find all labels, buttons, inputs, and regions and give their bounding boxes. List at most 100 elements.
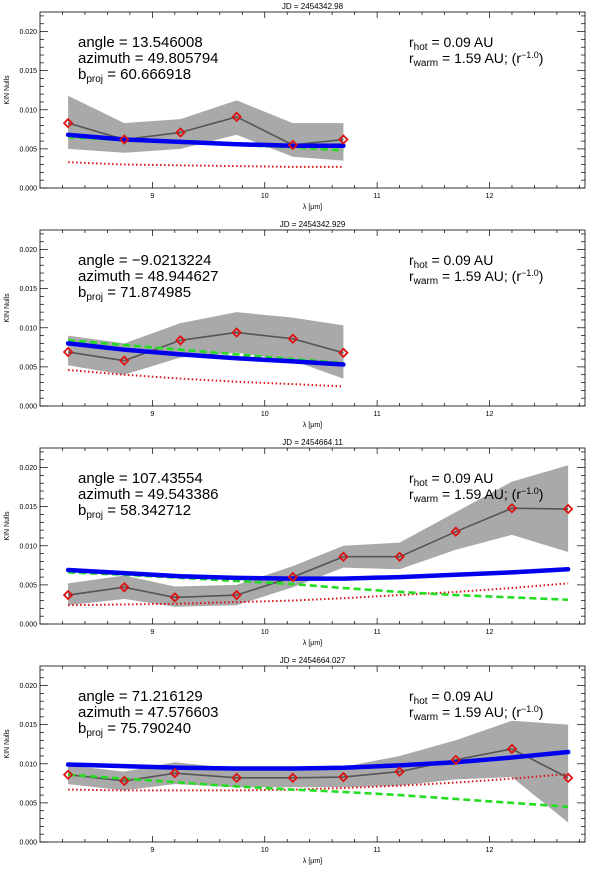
data-point-marker	[562, 772, 574, 784]
uncertainty-band	[68, 720, 569, 823]
x-tick-label: 9	[150, 411, 154, 418]
azimuth-annotation: azimuth = 48.944627	[78, 268, 219, 285]
rwarm-value: = 1.59 AU; (r	[438, 268, 521, 284]
chart-panel-1: JD = 2454342.98 9 10 11 12 0.000 0.005 0.010 0.0…	[4, 2, 586, 211]
uncertainty-band	[68, 465, 569, 607]
data-point-marker	[506, 743, 518, 755]
y-tick-label: 0.015	[19, 504, 37, 511]
measured-nulls-line	[67, 331, 344, 362]
x-tick-label: 11	[373, 847, 380, 854]
data-point-marker	[169, 767, 181, 779]
data-point-marker	[175, 335, 186, 346]
total-model-line	[65, 341, 346, 367]
rwarm-symbol: r	[409, 268, 414, 284]
x-tick-label: 9	[150, 847, 154, 854]
rwarm-annotation: rwarm = 1.59 AU; (r−1.0)	[409, 50, 543, 69]
y-tick-label: 0.000	[19, 622, 37, 629]
rwarm-exponent: −1.0	[521, 50, 539, 60]
panels: JD = 2454342.98 9 10 11 12 0.000 0.005 0.010 0.0…	[4, 2, 586, 865]
x-tick-label: 11	[373, 629, 380, 636]
data-point-marker	[338, 771, 349, 783]
data-point-marker	[394, 551, 405, 563]
data-point-marker	[450, 754, 462, 766]
total-model-line	[65, 566, 571, 581]
y-axis-label: KIN Nulls	[4, 729, 11, 759]
rwarm-value: = 1.59 AU; (r	[438, 704, 521, 720]
rwarm-symbol: r	[409, 50, 414, 66]
rhot-subscript: hot	[414, 696, 428, 707]
rwarm-close-paren: )	[539, 486, 544, 502]
y-axis-label: KIN Nulls	[4, 511, 11, 541]
rhot-value: = 0.09 AU	[428, 470, 494, 486]
bproj-subscript: proj	[86, 292, 103, 303]
y-tick-label: 0.010	[19, 107, 37, 114]
plot-frame	[39, 11, 586, 189]
rwarm-subscript: warm	[413, 712, 438, 723]
bproj-annotation: bproj = 60.666918	[78, 66, 191, 85]
rwarm-exponent: −1.0	[521, 704, 539, 714]
x-tick-label: 9	[150, 193, 154, 200]
data-point-marker	[231, 589, 242, 601]
y-tick-label: 0.010	[19, 543, 37, 550]
data-point-marker	[562, 503, 574, 515]
angle-annotation: angle = 107.43554	[78, 470, 203, 487]
angle-annotation: angle = 13.546008	[78, 34, 203, 51]
data-point-marker	[175, 127, 186, 138]
y-tick-label: 0.020	[19, 683, 37, 690]
bproj-subscript: proj	[86, 510, 103, 521]
data-point-marker	[231, 772, 242, 784]
x-tick-label: 11	[373, 411, 380, 418]
bproj-value: = 75.790240	[103, 720, 191, 737]
y-tick-label: 0.005	[19, 146, 37, 153]
measured-nulls-line	[68, 748, 569, 782]
data-point-marker	[231, 327, 242, 338]
rwarm-subscript: warm	[413, 276, 438, 287]
y-tick-label: 0.015	[19, 722, 37, 729]
bproj-annotation: bproj = 75.790240	[78, 720, 191, 739]
hot-component-line	[68, 369, 344, 388]
rhot-symbol: r	[409, 470, 414, 486]
y-tick-label: 0.000	[19, 186, 37, 193]
plot-area	[62, 720, 574, 823]
rhot-symbol: r	[409, 34, 414, 50]
x-tick-label: 10	[261, 411, 269, 418]
data-point-marker	[450, 526, 462, 537]
chart-panel-2: JD = 2454342.929 9 10 11 12 0.000 0.005 0.010 0.…	[4, 220, 586, 429]
x-tick-label: 12	[486, 411, 494, 418]
rwarm-close-paren: )	[539, 268, 544, 284]
x-axis-label: λ [μm]	[303, 204, 322, 211]
x-axis-label: λ [μm]	[303, 640, 322, 647]
total-model-line	[65, 749, 571, 771]
rhot-subscript: hot	[414, 478, 428, 489]
plot-frame	[39, 665, 586, 843]
rhot-annotation: rhot = 0.09 AU	[409, 688, 493, 707]
data-point-marker	[119, 581, 130, 593]
x-tick-label: 11	[373, 193, 380, 200]
data-point-marker	[231, 111, 242, 123]
data-point-marker	[119, 775, 130, 787]
data-point-marker	[287, 139, 299, 151]
azimuth-annotation: azimuth = 47.576603	[78, 704, 219, 721]
rwarm-exponent: −1.0	[521, 486, 539, 496]
chart-title: JD = 2454342.98	[282, 2, 344, 11]
rwarm-subscript: warm	[413, 494, 438, 505]
rwarm-value: = 1.59 AU; (r	[438, 50, 521, 66]
data-point-marker	[119, 355, 130, 366]
data-point-marker	[62, 769, 74, 781]
rwarm-close-paren: )	[539, 50, 544, 66]
angle-annotation: angle = −9.0213224	[78, 252, 211, 269]
hot-component-line	[68, 161, 344, 168]
bproj-annotation: bproj = 71.874985	[78, 284, 191, 303]
x-tick-label: 10	[261, 847, 269, 854]
rhot-subscript: hot	[414, 42, 428, 53]
azimuth-annotation: azimuth = 49.805794	[78, 50, 219, 67]
x-tick-label: 10	[261, 629, 269, 636]
bproj-symbol: b	[78, 502, 86, 519]
y-tick-label: 0.020	[19, 247, 37, 254]
data-point-marker	[287, 772, 299, 784]
data-point-marker	[62, 589, 74, 601]
rwarm-close-paren: )	[539, 704, 544, 720]
hot-component-line	[68, 772, 569, 792]
y-tick-label: 0.005	[19, 582, 37, 589]
